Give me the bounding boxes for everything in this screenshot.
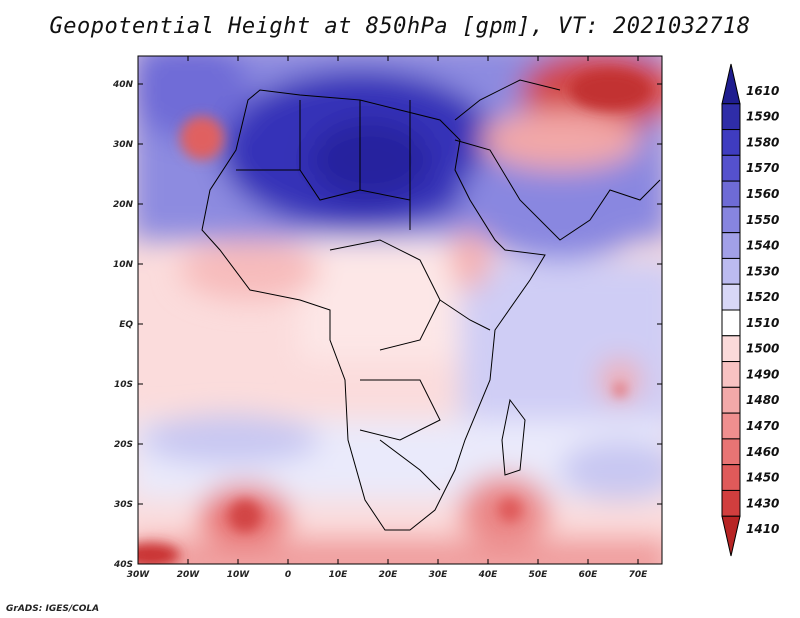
lon-tick-label: 60E <box>579 570 599 580</box>
lat-tick-label: EQ <box>119 320 133 330</box>
colorbar-label: 1580 <box>746 135 779 149</box>
lat-tick-label: 10S <box>114 380 133 390</box>
lat-tick-label: 30S <box>114 500 133 510</box>
lon-tick-label: 40E <box>478 570 499 580</box>
colorbar-label: 1510 <box>746 316 779 330</box>
colorbar-swatch <box>721 232 741 259</box>
lon-tick-label: 20W <box>177 570 201 580</box>
colorbar-label: 1430 <box>746 496 779 510</box>
colorbar-label: 1500 <box>746 342 779 356</box>
lon-tick-label: 70E <box>629 570 649 580</box>
colorbar-label: 1490 <box>746 367 779 381</box>
colorbar-swatch <box>721 335 741 363</box>
lat-tick-label: 40N <box>112 80 134 90</box>
lon-tick-label: 30W <box>127 570 151 580</box>
lon-tick-label: 50E <box>529 570 549 580</box>
lon-tick-label: 10W <box>227 570 251 580</box>
colorbar-label: 1410 <box>746 522 779 536</box>
coastlines <box>201 79 661 531</box>
colorbar-label: 1540 <box>746 239 779 253</box>
colorbar-swatch <box>721 361 741 388</box>
lon-tick-label: 0 <box>285 570 291 580</box>
colorbar-swatch <box>721 180 741 208</box>
colorbar-swatch <box>721 283 741 311</box>
colorbar-label: 1530 <box>746 264 779 278</box>
colorbar-swatch <box>721 309 741 337</box>
colorbar: 1610 1590 1580 1570 1560 1550 1540 1530 1520 1510… <box>721 63 779 557</box>
colorbar-swatch <box>721 412 741 440</box>
colorbar-label: 1480 <box>746 393 779 407</box>
colorbar-swatch <box>721 129 741 156</box>
colorbar-label: 1520 <box>746 290 779 304</box>
colorbar-label: 1550 <box>746 213 779 227</box>
lon-tick-label: 20E <box>379 570 399 580</box>
plot-frame <box>137 55 663 565</box>
colorbar-swatch <box>721 386 741 414</box>
lat-tick-label: 20N <box>113 200 134 210</box>
lat-tick-label: 10N <box>113 260 134 270</box>
colorbar-swatch <box>721 438 741 466</box>
colorbar-label: 1570 <box>746 161 779 175</box>
lon-tick-label: 10E <box>329 570 349 580</box>
colorbar-label: 1590 <box>746 110 779 124</box>
colorbar-swatch <box>721 103 741 131</box>
lat-tick-label: 30N <box>113 140 134 150</box>
colorbar-swatch <box>721 257 741 285</box>
grads-credit: GrADS: IGES/COLA <box>6 604 100 614</box>
colorbar-label: 1460 <box>746 445 779 459</box>
lat-tick-label: 40S <box>113 560 133 570</box>
colorbar-swatch <box>721 515 741 557</box>
colorbar-swatch <box>721 206 741 234</box>
map-title: Geopotential Height at 850hPa [gpm], VT:… <box>49 14 751 39</box>
colorbar-swatch <box>721 63 741 105</box>
colorbar-label: 1450 <box>746 471 779 485</box>
latitude-axis: 40N 30N 20N 10N EQ 10S 20S 30S 40S <box>112 80 662 570</box>
lat-tick-label: 20S <box>114 440 133 450</box>
colorbar-swatch <box>721 489 741 517</box>
lon-tick-label: 30E <box>429 570 449 580</box>
colorbar-label: 1610 <box>746 84 779 98</box>
colorbar-label: 1560 <box>746 187 779 201</box>
height-field <box>138 56 662 564</box>
colorbar-label: 1470 <box>746 419 779 433</box>
colorbar-swatch <box>721 154 741 182</box>
colorbar-swatch <box>721 464 741 491</box>
longitude-axis: 30W 20W 10W 0 10E 20E 30E 40E 50E 60E 70E <box>127 56 648 580</box>
